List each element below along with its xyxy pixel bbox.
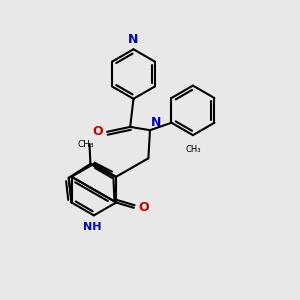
- Text: NH: NH: [83, 222, 101, 232]
- Text: N: N: [151, 116, 161, 128]
- Text: CH₃: CH₃: [185, 146, 201, 154]
- Text: N: N: [128, 33, 139, 46]
- Text: CH₃: CH₃: [78, 140, 94, 148]
- Text: O: O: [139, 201, 149, 214]
- Text: O: O: [92, 125, 103, 138]
